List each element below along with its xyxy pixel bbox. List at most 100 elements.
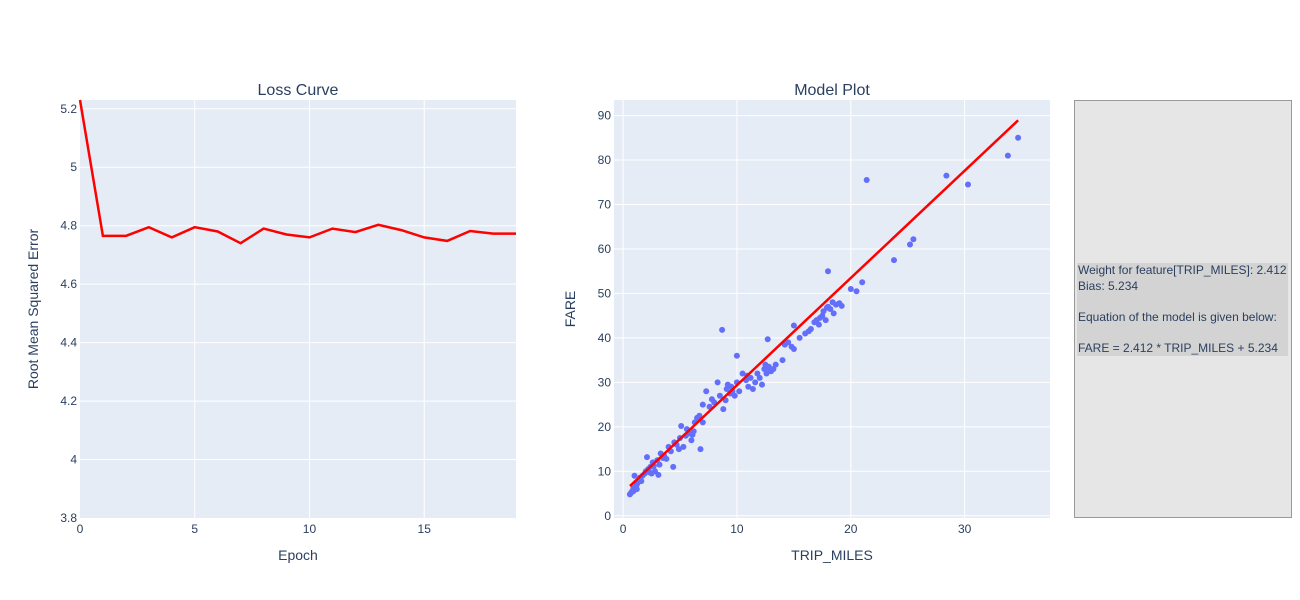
loss-y-tick-label: 4.4	[60, 336, 77, 350]
model-chart-title: Model Plot	[794, 82, 870, 99]
scatter-point	[853, 288, 860, 295]
scatter-point	[714, 379, 721, 386]
scatter-point	[697, 446, 704, 453]
scatter-point	[847, 286, 854, 292]
scatter-point	[785, 339, 792, 346]
scatter-point	[708, 396, 715, 403]
scatter-point	[699, 401, 706, 408]
model-y-tick-label: 60	[598, 242, 612, 256]
scatter-point	[838, 302, 845, 309]
model-tick-labels: 0 10 20 30 0 10 20 30 40 50 60 70 80 90	[598, 109, 972, 536]
loss-x-tick-label: 0	[77, 522, 84, 536]
scatter-point	[689, 431, 696, 438]
scatter-point	[1015, 134, 1022, 141]
scatter-point	[655, 471, 662, 478]
model-fit-line	[629, 119, 1019, 487]
scatter-point	[656, 461, 663, 468]
scatter-point	[819, 312, 826, 319]
scatter-point	[859, 279, 866, 286]
loss-curve-panel: 0 5 10 15 3.8 4 4.2 4.4 4.6 4.8 5 5.2 Loss Curve Ep…	[25, 82, 516, 563]
scatter-point	[720, 406, 727, 413]
model-plot-panel: 0 10 20 30 0 10 20 30 40 50 60 70 80 90 Model Plot TR…	[562, 82, 1050, 563]
loss-y-tick-label: 4.6	[60, 277, 77, 291]
loss-series-line	[78, 99, 516, 245]
loss-y-tick-label: 4.2	[60, 394, 77, 408]
model-y-tick-label: 50	[598, 286, 612, 300]
scatter-point	[675, 446, 682, 453]
scatter-point	[752, 379, 759, 386]
scatter-point	[764, 336, 771, 343]
scatter-point	[891, 257, 897, 264]
scatter-point	[1004, 152, 1011, 159]
scatter-point	[907, 241, 913, 248]
scatter-point	[688, 437, 695, 444]
loss-plot-area	[80, 100, 516, 518]
scatter-point	[910, 236, 917, 243]
scatter-point	[754, 370, 761, 377]
scatter-point	[767, 366, 773, 373]
equation-text: FARE = 2.412 * TRIP_MILES + 5.234	[1078, 340, 1278, 355]
model-x-tick-label: 20	[844, 522, 858, 536]
loss-tick-labels: 0 5 10 15 3.8 4 4.2 4.4 4.6 4.8 5 5.2	[60, 102, 431, 536]
scatter-point	[716, 392, 723, 399]
bias-text: Bias: 5.234	[1078, 278, 1139, 293]
scatter-point	[638, 478, 645, 485]
scatter-point	[699, 419, 706, 426]
model-y-tick-label: 0	[604, 509, 611, 523]
scatter-point	[815, 321, 822, 328]
scatter-point	[796, 334, 803, 341]
loss-x-tick-label: 15	[418, 522, 432, 536]
loss-x-axis-label: Epoch	[278, 547, 318, 563]
loss-y-tick-label: 5.2	[60, 102, 77, 116]
scatter-point	[863, 177, 870, 183]
scatter-point	[756, 374, 763, 381]
scatter-point	[733, 352, 740, 359]
scatter-point	[703, 388, 710, 395]
loss-y-tick-label: 4.8	[60, 219, 77, 233]
scatter-point	[823, 304, 830, 311]
loss-x-tick-label: 5	[191, 522, 198, 536]
scatter-point	[965, 181, 971, 188]
model-y-tick-label: 70	[598, 198, 612, 212]
blank-line	[1078, 325, 1288, 341]
scatter-point	[943, 172, 950, 179]
weight-text: Weight for feature[TRIP_MILES]: 2.412	[1078, 263, 1287, 277]
scatter-point	[644, 454, 650, 461]
scatter-point	[745, 383, 752, 390]
model-y-tick-label: 20	[598, 420, 612, 434]
scatter-point	[680, 443, 687, 450]
model-y-tick-label: 80	[598, 153, 612, 167]
model-x-tick-label: 10	[730, 522, 744, 536]
model-y-tick-label: 10	[598, 464, 612, 478]
scatter-point	[825, 268, 831, 275]
model-y-tick-label: 40	[598, 331, 612, 345]
scatter-point	[678, 423, 685, 429]
loss-y-tick-label: 3.8	[60, 511, 77, 525]
scatter-point	[772, 361, 779, 368]
loss-x-tick-label: 10	[303, 522, 317, 536]
scatter-point	[830, 310, 837, 317]
scatter-point	[630, 488, 637, 495]
model-x-tick-label: 0	[620, 522, 627, 536]
model-y-tick-label: 90	[598, 109, 612, 123]
blank-line	[1078, 294, 1288, 310]
scatter-point	[790, 322, 797, 329]
model-info-text: Weight for feature[TRIP_MILES]: 2.412 Bi…	[1077, 263, 1288, 356]
model-scatter-points	[626, 134, 1022, 498]
loss-y-tick-label: 5	[70, 160, 77, 174]
equation-heading: Equation of the model is given below:	[1078, 309, 1277, 324]
model-y-axis-label: FARE	[562, 291, 578, 328]
loss-chart-title: Loss Curve	[258, 82, 339, 99]
loss-y-tick-label: 4	[70, 453, 77, 467]
scatter-point	[759, 381, 765, 388]
scatter-point	[696, 412, 703, 419]
scatter-point	[736, 388, 743, 395]
model-x-tick-label: 30	[958, 522, 972, 536]
scatter-point	[779, 357, 786, 364]
model-y-tick-label: 30	[598, 375, 612, 389]
scatter-point	[670, 463, 677, 470]
scatter-point	[822, 317, 829, 324]
scatter-point	[749, 386, 756, 392]
scatter-point	[790, 346, 797, 352]
